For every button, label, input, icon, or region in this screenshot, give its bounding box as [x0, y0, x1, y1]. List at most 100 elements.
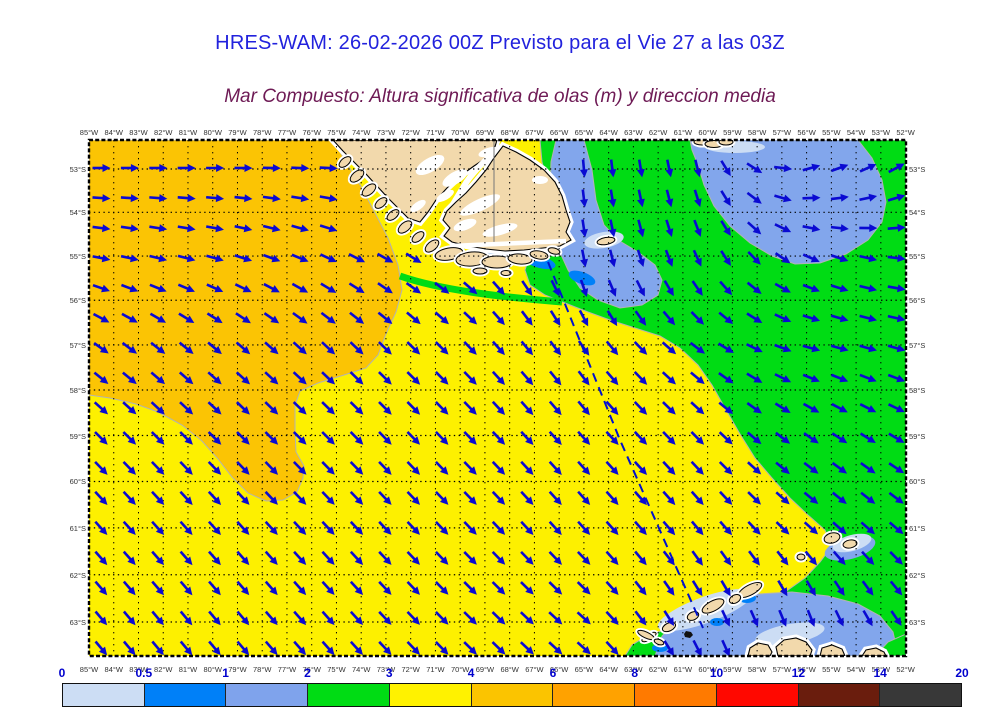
lon-tick-label: 78°W: [253, 665, 271, 674]
lat-tick-label: 62°S: [909, 571, 925, 580]
lon-tick-label: 62°W: [649, 128, 667, 137]
lon-tick-label: 61°W: [674, 665, 692, 674]
colorbar-tick-label: 4: [468, 666, 475, 680]
lon-tick-label: 73°W: [377, 128, 395, 137]
lat-tick-label: 61°S: [909, 524, 925, 533]
lon-tick-label: 70°W: [451, 665, 469, 674]
lon-tick-label: 70°W: [451, 128, 469, 137]
lon-tick-label: 66°W: [550, 128, 568, 137]
lat-tick-label: 58°S: [60, 386, 86, 395]
lon-tick-label: 81°W: [179, 665, 197, 674]
lat-tick-label: 59°S: [60, 432, 86, 441]
lon-tick-label: 85°W: [80, 128, 98, 137]
lon-tick-label: 57°W: [773, 128, 791, 137]
colorbar-segment: [307, 684, 389, 706]
lat-tick-label: 56°S: [909, 296, 925, 305]
lat-tick-label: 63°S: [909, 618, 925, 627]
lat-tick-label: 62°S: [60, 571, 86, 580]
colorbar-segment: [63, 684, 144, 706]
lon-tick-label: 65°W: [575, 128, 593, 137]
lon-tick-label: 55°W: [822, 665, 840, 674]
lon-tick-label: 72°W: [401, 665, 419, 674]
lon-tick-label: 64°W: [599, 665, 617, 674]
colorbar-segment: [552, 684, 634, 706]
shetland-island: [797, 554, 805, 560]
lon-tick-label: 77°W: [278, 128, 296, 137]
lon-tick-label: 67°W: [525, 665, 543, 674]
colorbar-tick-label: 8: [631, 666, 638, 680]
lat-tick-label: 60°S: [909, 477, 925, 486]
colorbar: [62, 683, 962, 707]
colorbar-segment: [225, 684, 307, 706]
colorbar-tick-label: 12: [792, 666, 805, 680]
lon-tick-label: 65°W: [575, 665, 593, 674]
lon-tick-label: 60°W: [698, 128, 716, 137]
lat-tick-label: 57°S: [60, 341, 86, 350]
map-content: [89, 137, 907, 659]
colorbar-segment: [144, 684, 226, 706]
lon-tick-label: 82°W: [154, 665, 172, 674]
lat-tick-label: 59°S: [909, 432, 925, 441]
colorbar-tick-label: 0.5: [135, 666, 152, 680]
lon-tick-label: 62°W: [649, 665, 667, 674]
forecast-page: HRES-WAM: 26-02-2026 00Z Previsto para e…: [0, 0, 1000, 707]
lon-tick-label: 68°W: [500, 665, 518, 674]
lat-tick-label: 55°S: [909, 252, 925, 261]
lon-tick-label: 71°W: [426, 665, 444, 674]
colorbar-tick-label: 14: [873, 666, 886, 680]
lat-tick-label: 55°S: [60, 252, 86, 261]
lat-tick-label: 61°S: [60, 524, 86, 533]
lon-tick-label: 71°W: [426, 128, 444, 137]
lat-tick-label: 57°S: [909, 341, 925, 350]
lat-tick-label: 56°S: [60, 296, 86, 305]
lon-tick-label: 55°W: [822, 128, 840, 137]
colorbar-segment: [879, 684, 961, 706]
lat-tick-label: 60°S: [60, 477, 86, 486]
colorbar-tick-label: 6: [550, 666, 557, 680]
lon-tick-label: 52°W: [896, 665, 914, 674]
lon-tick-label: 58°W: [748, 665, 766, 674]
lon-tick-label: 75°W: [327, 665, 345, 674]
lon-tick-label: 59°W: [723, 665, 741, 674]
lon-tick-label: 59°W: [723, 128, 741, 137]
lon-tick-label: 82°W: [154, 128, 172, 137]
colorbar-segment: [389, 684, 471, 706]
lon-tick-label: 74°W: [352, 128, 370, 137]
lat-tick-label: 53°S: [60, 165, 86, 174]
colorbar-segment: [634, 684, 716, 706]
lon-tick-label: 83°W: [129, 128, 147, 137]
colorbar-tick-label: 1: [222, 666, 229, 680]
colorbar-segment: [471, 684, 553, 706]
lon-tick-label: 79°W: [228, 128, 246, 137]
lon-tick-label: 53°W: [872, 128, 890, 137]
wave-height-map: [0, 0, 1000, 707]
lon-tick-label: 57°W: [773, 665, 791, 674]
lon-tick-label: 63°W: [624, 128, 642, 137]
colorbar-tick-label: 3: [386, 666, 393, 680]
lon-tick-label: 67°W: [525, 128, 543, 137]
lon-tick-label: 52°W: [896, 128, 914, 137]
colorbar-segment: [798, 684, 880, 706]
lon-tick-label: 61°W: [674, 128, 692, 137]
lon-tick-label: 84°W: [105, 128, 123, 137]
lon-tick-label: 54°W: [847, 128, 865, 137]
lat-tick-label: 53°S: [909, 165, 925, 174]
lon-tick-label: 64°W: [599, 128, 617, 137]
colorbar-tick-label: 10: [710, 666, 723, 680]
lon-tick-label: 84°W: [105, 665, 123, 674]
lon-tick-label: 68°W: [500, 128, 518, 137]
lon-tick-label: 80°W: [204, 665, 222, 674]
lon-tick-label: 85°W: [80, 665, 98, 674]
lon-tick-label: 77°W: [278, 665, 296, 674]
lon-tick-label: 74°W: [352, 665, 370, 674]
lat-tick-label: 58°S: [909, 386, 925, 395]
lon-tick-label: 69°W: [476, 665, 494, 674]
lon-tick-label: 76°W: [302, 128, 320, 137]
lon-tick-label: 56°W: [797, 128, 815, 137]
lon-tick-label: 78°W: [253, 128, 271, 137]
colorbar-segment: [716, 684, 798, 706]
lon-tick-label: 72°W: [401, 128, 419, 137]
colorbar-tick-label: 20: [955, 666, 968, 680]
lon-tick-label: 58°W: [748, 128, 766, 137]
colorbar-tick-label: 0: [59, 666, 66, 680]
